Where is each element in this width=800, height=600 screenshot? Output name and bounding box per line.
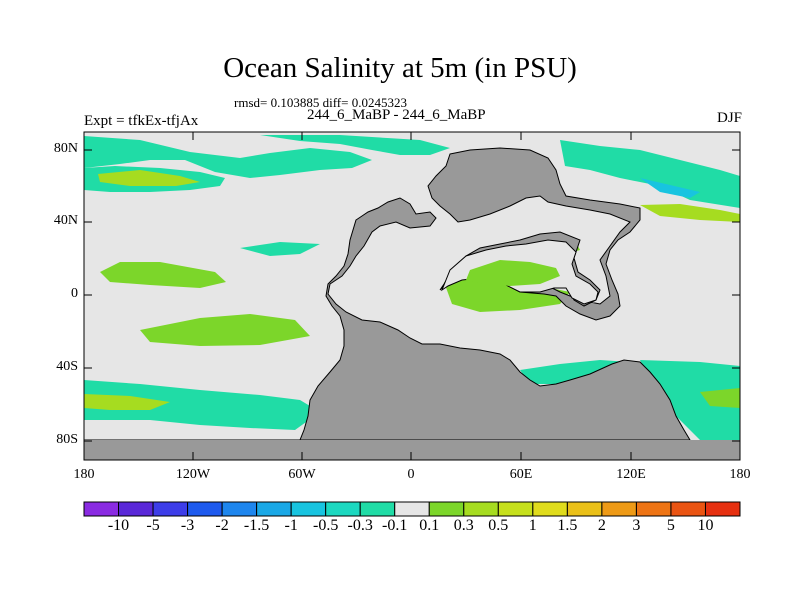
colorbar-label: 5 [666, 517, 675, 534]
anomaly-patch-north-east-pos [640, 204, 740, 222]
colorbar-label: 10 [697, 517, 714, 534]
colorbar-label: -0.3 [347, 517, 373, 534]
anomaly-patch-arctic-west [84, 136, 372, 178]
colorbar-swatch [290, 501, 327, 517]
colorbar-label: -1 [284, 517, 298, 534]
lon-label-0: 0 [407, 467, 415, 482]
lat-label-40n: 40N [53, 213, 78, 228]
inland-sea-anomaly [466, 260, 560, 286]
colorbar-swatch [532, 501, 568, 517]
colorbar-swatch [704, 501, 741, 517]
colorbar-label: 2 [597, 517, 606, 534]
lat-label-0: 0 [71, 286, 78, 301]
lon-label-180e: 180 [729, 467, 751, 482]
land-northern-continent [427, 147, 641, 321]
runs-line: 244_6_MaBP - 244_6_MaBP [307, 107, 486, 123]
lon-label-180w: 180 [73, 467, 95, 482]
lat-label-80n: 80N [53, 141, 78, 156]
colorbar-swatch [601, 501, 637, 517]
colorbar-label: -3 [180, 517, 195, 534]
colorbar-swatch [670, 501, 706, 517]
anomaly-patch-tropical-pacific [100, 262, 226, 288]
colorbar-swatch [187, 501, 223, 517]
colorbar-label: 1 [528, 517, 537, 534]
colorbar-swatch [83, 501, 120, 517]
anomaly-patch-southern-ocean-west [84, 380, 320, 430]
lat-label-80s: 80S [56, 432, 78, 447]
colorbar-swatch [463, 501, 499, 517]
lon-label-120w: 120W [175, 467, 211, 482]
colorbar-label: -0.1 [382, 517, 408, 534]
colorbar-swatch [394, 501, 430, 517]
colorbar-swatch [359, 501, 396, 517]
lon-ticks [83, 132, 741, 460]
lon-label-60e: 60E [509, 467, 533, 482]
anomaly-patch-southern-ocean-east [640, 360, 740, 440]
colorbar-label: 0.1 [419, 517, 440, 534]
colorbar-label: 1.5 [557, 517, 578, 534]
colorbar-swatch [566, 501, 603, 517]
anomaly-patch-east-pacific [240, 242, 320, 256]
experiment-label: Expt = tfkEx-tfjAx [84, 113, 199, 129]
colorbar-label: 3 [632, 517, 641, 534]
plot-title: Ocean Salinity at 5m (in PSU) [223, 52, 577, 84]
colorbar-swatch [428, 501, 465, 517]
colorbar-swatch [152, 501, 189, 517]
lat-label-40s: 40S [56, 359, 78, 374]
lon-label-60w: 60W [288, 467, 316, 482]
colorbar-label: -5 [146, 517, 160, 534]
season-label: DJF [716, 110, 742, 126]
anomaly-patch-north-pacific-inner [98, 170, 200, 186]
colorbar-label: -1.5 [243, 517, 270, 534]
anomaly-patch-arctic-center [260, 135, 450, 155]
colorbar-label: -10 [107, 517, 130, 534]
colorbar-swatch [635, 501, 672, 517]
colorbar-swatch [118, 501, 154, 517]
anomaly-patch-southern-ocean-west-pos [84, 394, 170, 410]
colorbar [83, 501, 741, 517]
anomaly-patch-indian-ocean [444, 274, 570, 312]
colorbar-swatch [256, 501, 292, 517]
anomaly-patch-southern-ocean-east-pos [700, 388, 740, 408]
colorbar-swatch [497, 501, 534, 517]
stats-line: rmsd= 0.103885 diff= 0.0245323 [234, 95, 407, 110]
colorbar-swatch [221, 501, 258, 517]
colorbar-label: -0.5 [313, 517, 339, 534]
lon-label-120e: 120E [616, 467, 646, 482]
colorbar-label: 0.5 [488, 517, 509, 534]
lat-ticks [84, 149, 740, 442]
anomaly-patch-south-pacific [140, 314, 310, 346]
colorbar-label: 0.3 [453, 517, 474, 534]
plot-frame [83, 131, 741, 461]
anomaly-patch-north-east [640, 178, 700, 198]
land-western-continent [83, 197, 691, 445]
colorbar-swatch [325, 501, 361, 517]
colorbar-label: -2 [215, 517, 229, 534]
land-southern-continent [84, 440, 740, 460]
